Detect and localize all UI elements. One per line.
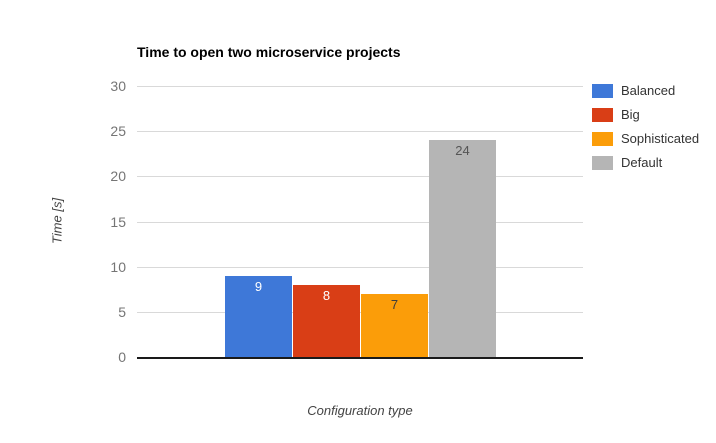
bar-balanced: [225, 276, 292, 357]
legend-item-sophisticated: Sophisticated: [592, 131, 699, 146]
y-tick-label: 30: [110, 78, 126, 94]
gridline: [137, 86, 583, 87]
y-tick-label: 10: [110, 259, 126, 275]
y-tick-label: 25: [110, 123, 126, 139]
bar-big: [293, 285, 360, 357]
gridline: [137, 312, 583, 313]
bar-value-label: 7: [390, 297, 399, 312]
legend-swatch: [592, 107, 613, 122]
legend-item-big: Big: [592, 107, 699, 122]
x-axis-title: Configuration type: [307, 403, 413, 418]
legend-swatch: [592, 131, 613, 146]
chart-title: Time to open two microservice projects: [137, 44, 401, 60]
legend-item-default: Default: [592, 155, 699, 170]
bar-sophisticated: [361, 294, 428, 357]
y-axis-title: Time [s]: [49, 197, 65, 245]
bar-value-label: 24: [455, 143, 470, 158]
y-tick-label: 15: [110, 214, 126, 230]
gridline: [137, 267, 583, 268]
legend-label: Default: [621, 155, 663, 170]
legend-label: Sophisticated: [621, 131, 700, 146]
y-tick-label: 0: [118, 349, 126, 365]
gridline: [137, 222, 583, 223]
y-tick-label: 20: [110, 168, 126, 184]
x-axis-baseline: [137, 357, 583, 359]
bar-value-label: 8: [322, 288, 331, 303]
legend-label: Balanced: [621, 83, 676, 98]
gridline: [137, 176, 583, 177]
legend-label: Big: [621, 107, 640, 122]
legend-swatch: [592, 155, 613, 170]
bar-value-label: 9: [254, 279, 263, 294]
y-tick-label: 5: [118, 304, 126, 320]
legend-item-balanced: Balanced: [592, 83, 699, 98]
legend: Balanced Big Sophisticated Default: [592, 83, 699, 170]
gridline: [137, 131, 583, 132]
legend-swatch: [592, 83, 613, 98]
bar-default: [429, 140, 496, 357]
